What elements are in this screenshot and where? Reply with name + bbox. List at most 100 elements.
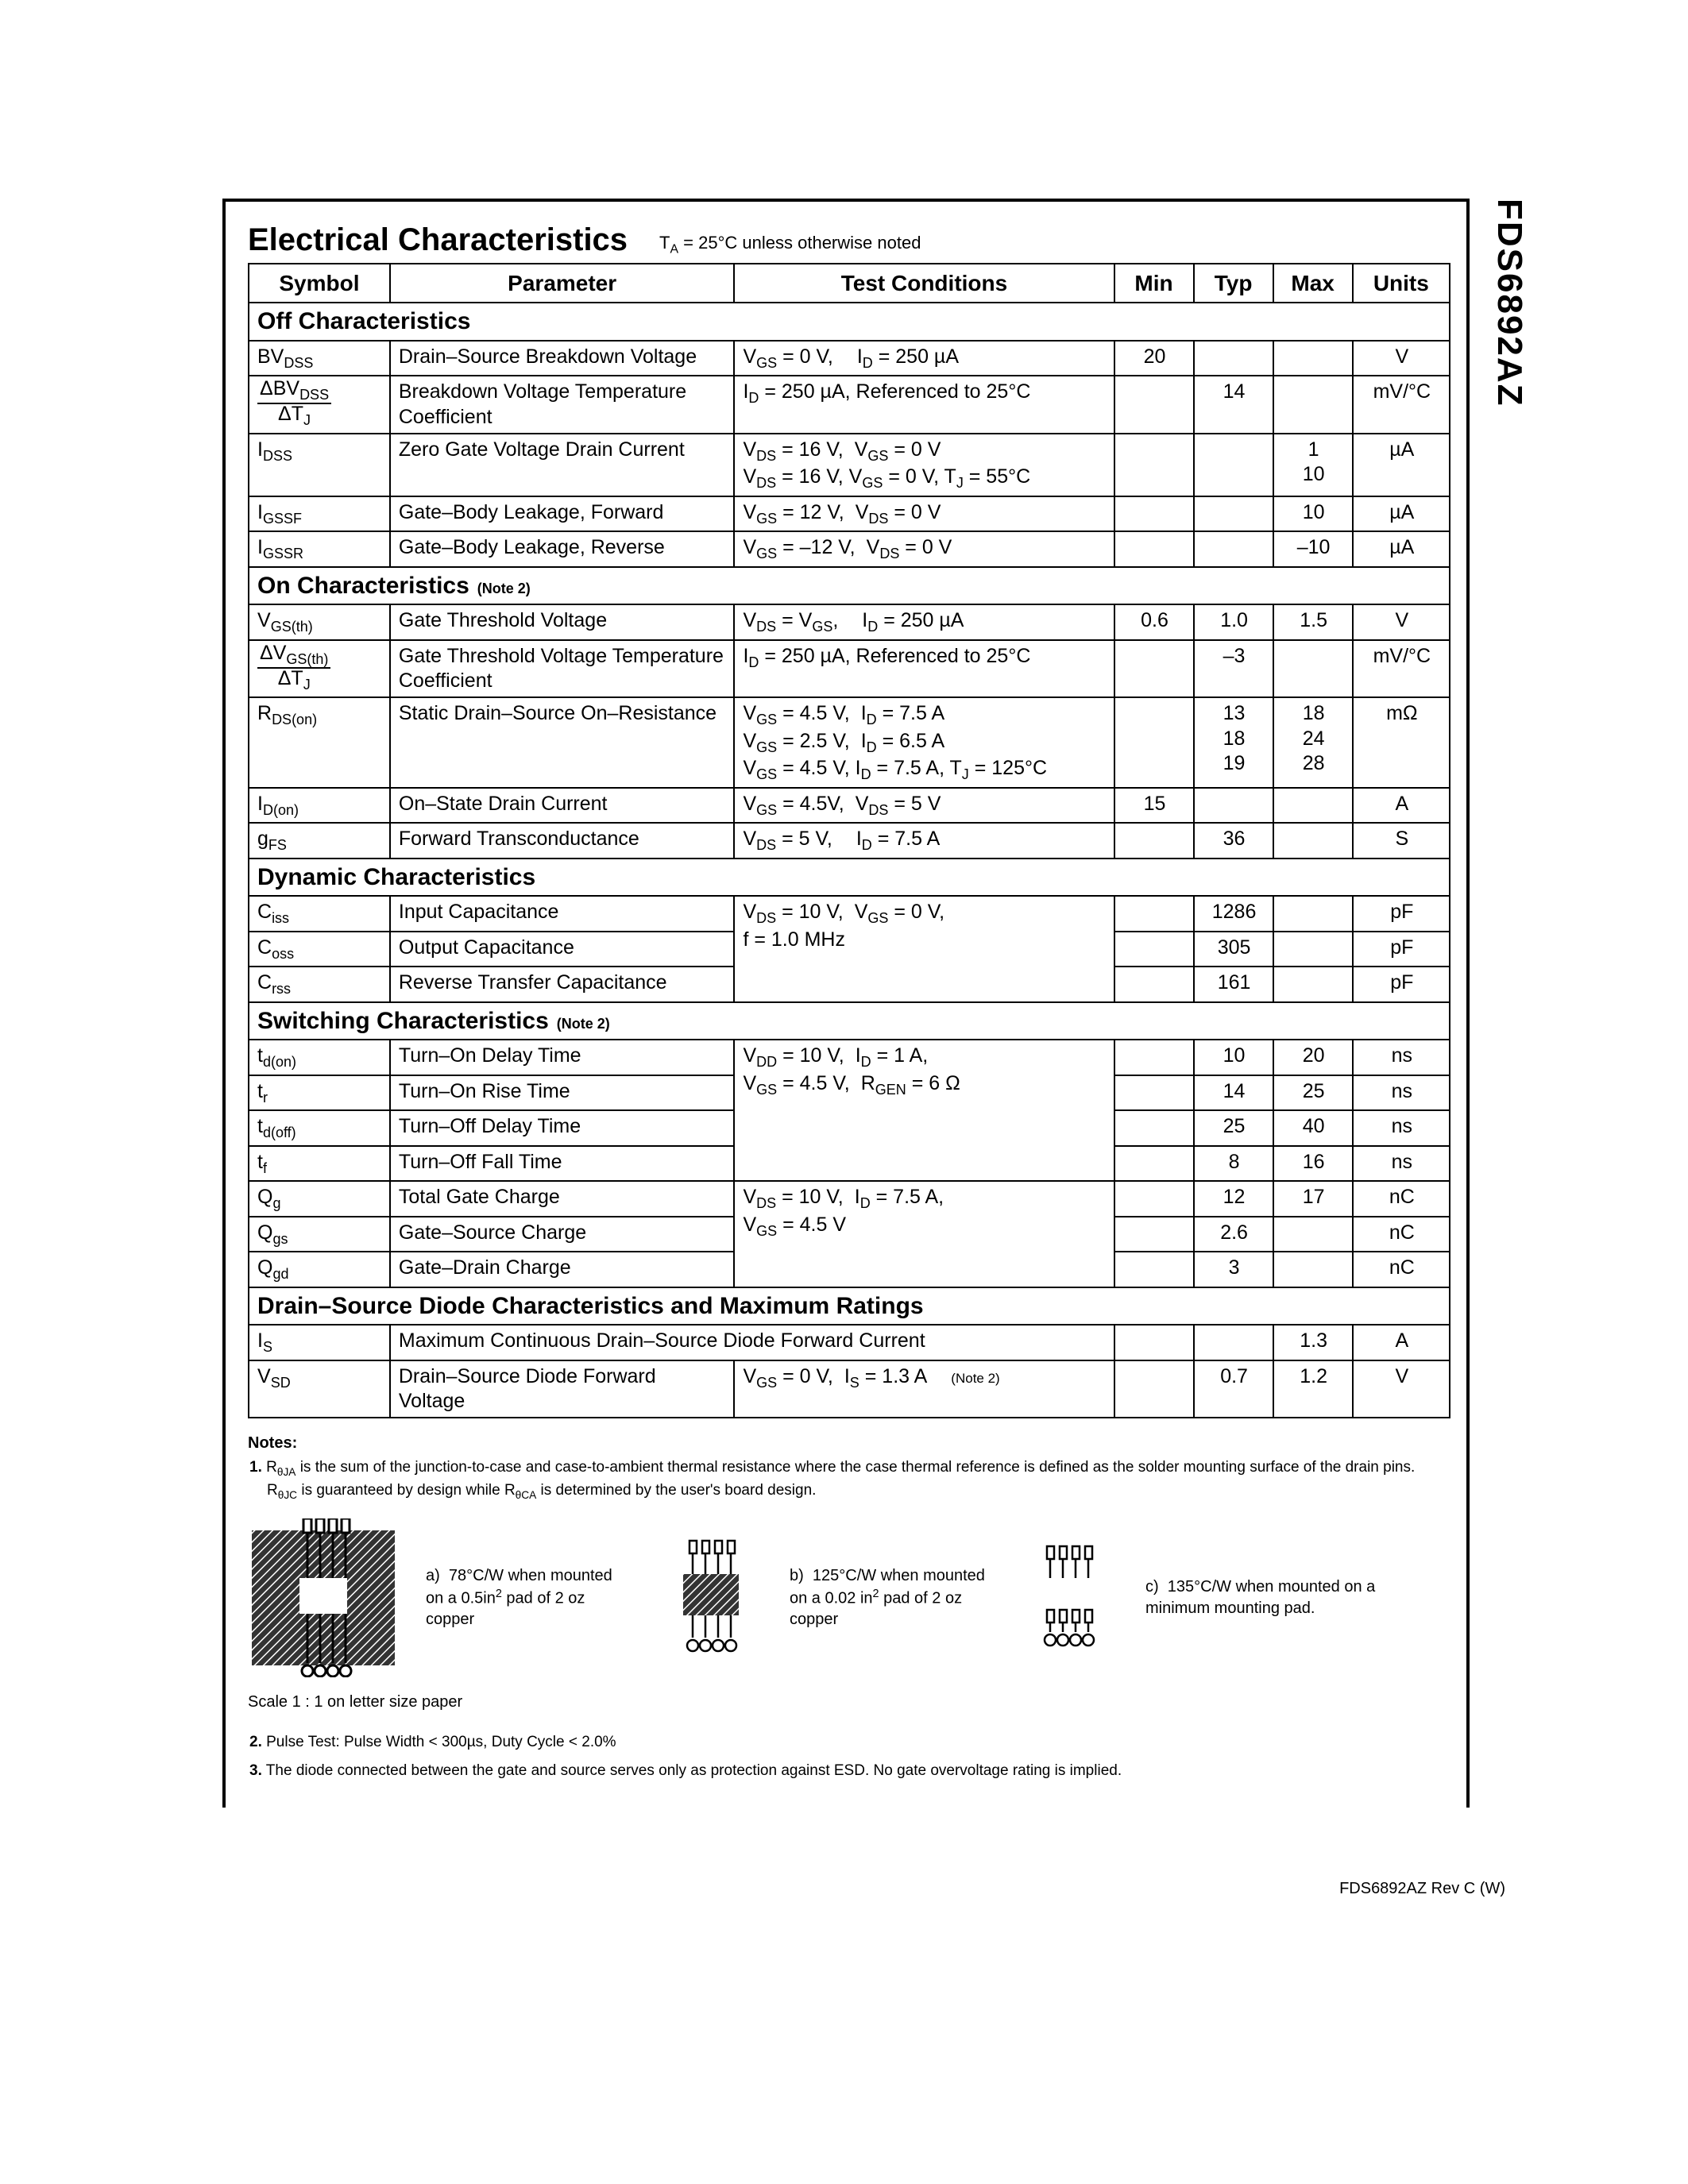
row-idon: ID(on) On–State Drain Current VGS = 4.5V… xyxy=(249,788,1450,824)
row-gfs: gFS Forward Transconductance VDS = 5 V,I… xyxy=(249,823,1450,859)
units-cell: mV/°C xyxy=(1353,640,1450,698)
thermal-row: a) 78°C/W when mounted on a 0.5in2 pad o… xyxy=(248,1518,1450,1677)
max-cell: 25 xyxy=(1273,1075,1353,1111)
units-cell: V xyxy=(1353,341,1450,376)
units-cell: nC xyxy=(1353,1252,1450,1287)
units-cell: pF xyxy=(1353,967,1450,1002)
typ-cell: 10 xyxy=(1194,1040,1273,1075)
pcb-footprint-b-icon xyxy=(659,1534,763,1661)
units-cell: A xyxy=(1353,1325,1450,1360)
param-cell: Maximum Continuous Drain–Source Diode Fo… xyxy=(390,1325,1114,1360)
param-cell: Gate–Body Leakage, Reverse xyxy=(390,531,735,567)
typ-cell: 0.7 xyxy=(1194,1360,1273,1418)
min-cell: 20 xyxy=(1114,341,1194,376)
row-qg: Qg Total Gate Charge VDS = 10 V,ID = 7.5… xyxy=(249,1181,1450,1217)
symbol-cell: Qgs xyxy=(249,1217,390,1252)
th-typ: Typ xyxy=(1194,264,1273,303)
notes-title: Notes: xyxy=(248,1433,1450,1454)
units-cell: nC xyxy=(1353,1217,1450,1252)
units-cell: ns xyxy=(1353,1146,1450,1182)
typ-cell: 1286 xyxy=(1194,896,1273,932)
symbol-cell: Crss xyxy=(249,967,390,1002)
cond-cell: VDS = 10 V,ID = 7.5 A,VGS = 4.5 V xyxy=(734,1181,1114,1287)
typ-cell: 2.6 xyxy=(1194,1217,1273,1252)
units-cell: µA xyxy=(1353,531,1450,567)
symbol-cell: IDSS xyxy=(249,434,390,496)
units-cell: ns xyxy=(1353,1110,1450,1146)
typ-cell: 161 xyxy=(1194,967,1273,1002)
units-cell: ns xyxy=(1353,1040,1450,1075)
param-cell: Static Drain–Source On–Resistance xyxy=(390,697,735,788)
th-symbol: Symbol xyxy=(249,264,390,303)
row-tdon: td(on) Turn–On Delay Time VDD = 10 V,ID … xyxy=(249,1040,1450,1075)
title-row: Electrical Characteristics TA = 25°C unl… xyxy=(248,222,1450,258)
param-cell: Gate–Drain Charge xyxy=(390,1252,735,1287)
table-subtitle: TA = 25°C unless otherwise noted xyxy=(659,233,921,257)
param-cell: Gate–Body Leakage, Forward xyxy=(390,496,735,532)
spec-table: Symbol Parameter Test Conditions Min Typ… xyxy=(248,263,1450,1418)
typ-cell: 14 xyxy=(1194,1075,1273,1111)
symbol-cell: IGSSR xyxy=(249,531,390,567)
cond-cell: ID = 250 µA, Referenced to 25°C xyxy=(734,640,1114,698)
section-off: Off Characteristics xyxy=(249,303,1450,341)
symbol-cell: Ciss xyxy=(249,896,390,932)
symbol-cell: BVDSS xyxy=(249,341,390,376)
symbol-cell: VSD xyxy=(249,1360,390,1418)
pcb-footprint-c-icon xyxy=(1023,1538,1118,1657)
param-cell: Total Gate Charge xyxy=(390,1181,735,1217)
note-2: 2. Pulse Test: Pulse Width < 300µs, Duty… xyxy=(248,1732,1450,1753)
row-dvgsth: ΔVGS(th)ΔTJ Gate Threshold Voltage Tempe… xyxy=(249,640,1450,698)
min-cell: 0.6 xyxy=(1114,604,1194,640)
max-cell: 1.3 xyxy=(1273,1325,1353,1360)
param-cell: Turn–Off Delay Time xyxy=(390,1110,735,1146)
row-vgsth: VGS(th) Gate Threshold Voltage VDS = VGS… xyxy=(249,604,1450,640)
symbol-cell: RDS(on) xyxy=(249,697,390,788)
units-cell: V xyxy=(1353,1360,1450,1418)
symbol-cell: ΔVGS(th)ΔTJ xyxy=(249,640,390,698)
typ-cell: 8 xyxy=(1194,1146,1273,1182)
param-cell: Breakdown Voltage Temperature Coefficien… xyxy=(390,376,735,434)
thermal-c-text: c) 135°C/W when mounted on a minimum mou… xyxy=(1145,1576,1400,1619)
typ-cell: 25 xyxy=(1194,1110,1273,1146)
param-cell: Gate Threshold Voltage xyxy=(390,604,735,640)
cond-cell: VDS = 16 V,VGS = 0 VVDS = 16 V, VGS = 0 … xyxy=(734,434,1114,496)
row-dbvdss: ΔBVDSSΔTJ Breakdown Voltage Temperature … xyxy=(249,376,1450,434)
typ-cell: 12 xyxy=(1194,1181,1273,1217)
symbol-cell: tf xyxy=(249,1146,390,1182)
table-header-row: Symbol Parameter Test Conditions Min Typ… xyxy=(249,264,1450,303)
typ-cell xyxy=(1194,341,1273,376)
max-cell: 16 xyxy=(1273,1146,1353,1182)
units-cell: S xyxy=(1353,823,1450,859)
max-cell: 1.2 xyxy=(1273,1360,1353,1418)
param-cell: On–State Drain Current xyxy=(390,788,735,824)
cond-cell: VDS = 5 V,ID = 7.5 A xyxy=(734,823,1114,859)
cond-cell: VDD = 10 V,ID = 1 A,VGS = 4.5 V,RGEN = 6… xyxy=(734,1040,1114,1181)
param-cell: Output Capacitance xyxy=(390,932,735,967)
units-cell: V xyxy=(1353,604,1450,640)
units-cell: µA xyxy=(1353,434,1450,496)
section-diode: Drain–Source Diode Characteristics and M… xyxy=(249,1287,1450,1325)
param-cell: Turn–Off Fall Time xyxy=(390,1146,735,1182)
symbol-cell: ID(on) xyxy=(249,788,390,824)
section-switching: Switching Characteristics(Note 2) xyxy=(249,1002,1450,1040)
param-cell: Gate Threshold Voltage Temperature Coeff… xyxy=(390,640,735,698)
param-cell: Turn–On Delay Time xyxy=(390,1040,735,1075)
symbol-cell: IGSSF xyxy=(249,496,390,532)
typ-cell: 14 xyxy=(1194,376,1273,434)
thermal-a-text: a) 78°C/W when mounted on a 0.5in2 pad o… xyxy=(426,1565,632,1631)
part-number-vertical: FDS6892AZ xyxy=(1489,199,1529,407)
datasheet-page: FDS6892AZ Electrical Characteristics TA … xyxy=(0,0,1688,2184)
pcb-footprint-a-icon xyxy=(248,1518,399,1677)
max-cell xyxy=(1273,341,1353,376)
units-cell: pF xyxy=(1353,932,1450,967)
cond-cell: VGS = –12 V,VDS = 0 V xyxy=(734,531,1114,567)
cond-cell: VDS = 10 V,VGS = 0 V,f = 1.0 MHz xyxy=(734,896,1114,1002)
note-3: 3. The diode connected between the gate … xyxy=(248,1761,1450,1781)
units-cell: mV/°C xyxy=(1353,376,1450,434)
max-cell: 20 xyxy=(1273,1040,1353,1075)
row-is: IS Maximum Continuous Drain–Source Diode… xyxy=(249,1325,1450,1360)
max-cell: 110 xyxy=(1273,434,1353,496)
th-units: Units xyxy=(1353,264,1450,303)
cond-cell: VGS = 4.5 V,ID = 7.5 AVGS = 2.5 V,ID = 6… xyxy=(734,697,1114,788)
symbol-cell: Qgd xyxy=(249,1252,390,1287)
